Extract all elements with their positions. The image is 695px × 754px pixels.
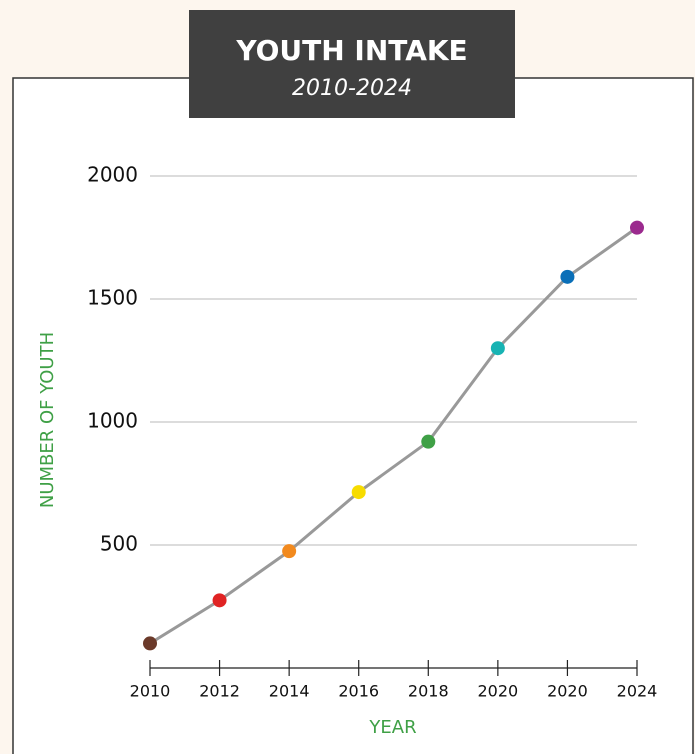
y-axis-label: NUMBER OF YOUTH [37, 332, 58, 508]
x-tick-label: 2016 [338, 682, 379, 701]
y-tick-label: 500 [100, 532, 138, 556]
x-tick-label: 2020 [547, 682, 588, 701]
y-tick-label: 1500 [87, 286, 138, 310]
point [212, 593, 227, 608]
x-tick-label: 2014 [269, 682, 310, 701]
title-box [189, 10, 515, 118]
x-tick-label: 2020 [477, 682, 518, 701]
point [560, 269, 575, 284]
x-tick-label: 2010 [130, 682, 171, 701]
x-tick-label: 2024 [617, 682, 658, 701]
point [282, 544, 297, 559]
x-tick-label: 2012 [199, 682, 240, 701]
x-axis-label: YEAR [368, 717, 416, 738]
panel [12, 77, 694, 754]
point [143, 636, 157, 651]
point [630, 220, 644, 235]
line [149, 226, 638, 645]
point [421, 434, 436, 449]
chart-title: YOUTH INTAKE [235, 34, 467, 67]
point [490, 341, 505, 356]
y-tick-label: 1000 [87, 409, 138, 433]
chart-subtitle: 2010-2024 [292, 76, 412, 101]
x-tick-label: 2018 [408, 682, 449, 701]
point [351, 485, 366, 500]
y-tick-label: 2000 [87, 163, 138, 187]
